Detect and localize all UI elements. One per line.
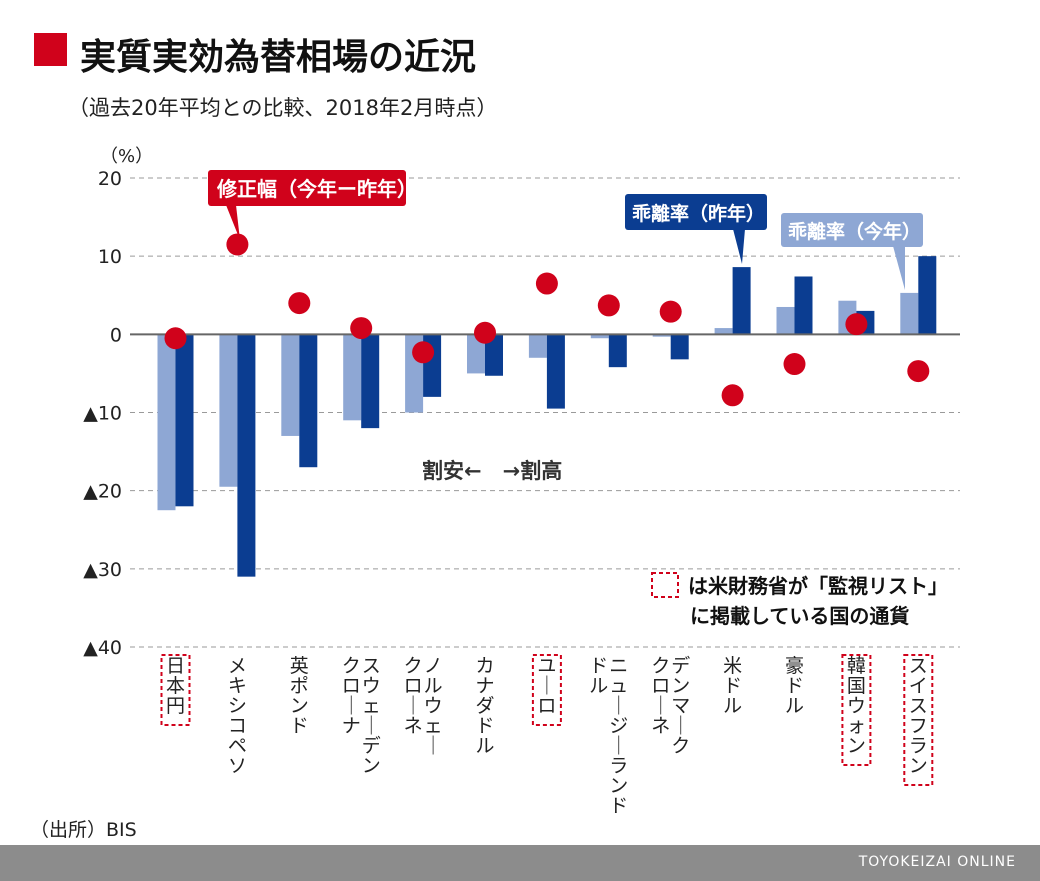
adjustment-dot [350, 317, 373, 340]
bar-last-year [485, 334, 503, 376]
bar-last-year [299, 334, 318, 468]
adjustment-dot [226, 233, 249, 256]
adjustment-dot [164, 327, 187, 350]
category-label-column: クロ｜ナ [342, 655, 361, 737]
category-label-column: カナダドル [475, 655, 494, 757]
bar-last-year [175, 334, 194, 507]
y-tick-label: 20 [98, 168, 122, 190]
watch-legend-line1: は米財務省が「監視リスト」 [688, 574, 948, 598]
y-tick-label: ▲10 [83, 403, 122, 425]
source-note: （出所）BIS [30, 819, 137, 841]
category-label-column: 豪ドル [785, 655, 804, 717]
category-label: ノルウェ｜クロ｜ネ [404, 655, 443, 757]
category-label-column: 米ドル [723, 655, 742, 717]
adjustment-dot [907, 360, 930, 383]
category-label-column: ニュ｜ジ｜ランド [609, 655, 628, 817]
y-axis-unit: （%） [100, 146, 154, 167]
bar-last-year [670, 334, 689, 360]
bar-last-year [918, 256, 937, 335]
bar-last-year [608, 334, 627, 368]
category-label: 米ドル [723, 655, 742, 717]
publisher-label: TOYOKEIZAI ONLINE [858, 854, 1016, 870]
bar-this-year [219, 334, 238, 487]
category-label: 英ポンド [290, 655, 309, 737]
bar-last-year [732, 267, 751, 335]
callout-this-year-label: 乖離率（今年） [788, 220, 921, 243]
watch-list-box [531, 654, 562, 726]
y-tick-label: 10 [98, 246, 122, 268]
category-label-column: スウェ｜デン [362, 655, 381, 777]
category-label-column: 韓国ウォン [847, 655, 866, 757]
adjustment-dot [845, 313, 868, 336]
bar-this-year [467, 334, 485, 374]
bar-this-year [900, 292, 919, 335]
category-label-column: ドル [589, 655, 608, 697]
category-label-column: ノルウェ｜ [424, 655, 443, 757]
chart-canvas: 20 10 0 ▲10 ▲20 ▲30 ▲40 日本円 メキシコペソ 英ポンド スウェ｜デンクロ｜ナ… [83, 168, 960, 817]
category-label: 豪ドル [785, 655, 804, 717]
category-label-column: クロ｜ネ [404, 655, 423, 737]
y-tick-label: ▲20 [83, 481, 122, 503]
direction-annotation: 割安← →割高 [422, 459, 562, 483]
bar-this-year [528, 334, 547, 358]
callout-adjustment [208, 170, 406, 206]
bar-this-year [281, 334, 300, 436]
callout-this-year-pointer [893, 246, 905, 290]
watch-list-box [841, 654, 872, 766]
category-label-column: 英ポンド [290, 655, 309, 737]
adjustment-dot [783, 353, 806, 376]
watch-list-box [160, 654, 191, 726]
category-label: ユ｜ロ [537, 655, 556, 717]
callout-adjustment-pointer [226, 205, 240, 240]
callout-this-year [781, 213, 923, 247]
category-label-column: ユ｜ロ [537, 655, 556, 717]
bar-this-year [776, 306, 795, 335]
bar-last-year [794, 276, 813, 335]
chart-subtitle: （過去20年平均との比較、2018年2月時点） [68, 96, 498, 120]
title-square-mark [34, 33, 67, 66]
adjustment-dot [474, 321, 496, 344]
callout-last-year [625, 194, 767, 230]
category-label-column: 日本円 [166, 655, 185, 717]
adjustment-dot [288, 292, 311, 315]
category-label: 日本円 [166, 655, 185, 717]
y-tick-label: ▲30 [83, 559, 122, 581]
category-label: カナダドル [475, 655, 494, 757]
y-tick-label: ▲40 [83, 637, 122, 659]
bar-last-year [546, 334, 565, 409]
bar-this-year [343, 334, 362, 421]
category-label: メキシコペソ [228, 655, 247, 777]
bar-this-year [652, 334, 671, 337]
bar-last-year [361, 334, 380, 429]
chart-title: 実質実効為替相場の近況 [80, 37, 477, 78]
bar-this-year [590, 334, 609, 339]
category-label-column: クロ｜ネ [651, 655, 670, 737]
category-label-column: スイスフラン [909, 655, 928, 777]
adjustment-dot [535, 272, 558, 295]
category-label: スイスフラン [909, 655, 928, 777]
bar-this-year [157, 334, 176, 511]
adjustment-dot [721, 384, 744, 407]
adjustment-dot [659, 300, 682, 323]
category-label: 韓国ウォン [847, 655, 866, 757]
bar-last-year [237, 334, 256, 577]
watch-legend-line2: に掲載している国の通貨 [690, 604, 909, 628]
adjustment-dot [412, 341, 435, 364]
footer-bar: TOYOKEIZAI ONLINE [0, 845, 1040, 881]
watch-legend-box [651, 572, 679, 598]
category-label-column: デンマ｜ク [671, 655, 690, 757]
bar-this-year [714, 328, 733, 335]
watch-list-box [903, 654, 934, 786]
y-tick-label: 0 [110, 324, 122, 346]
callout-last-year-pointer [733, 229, 745, 264]
category-label-column: メキシコペソ [228, 655, 247, 777]
callout-adjustment-label: 修正幅（今年ー昨年） [216, 177, 417, 201]
category-label: デンマ｜ククロ｜ネ [651, 655, 690, 757]
callout-last-year-label: 乖離率（昨年） [632, 202, 765, 225]
adjustment-dot [597, 294, 620, 317]
